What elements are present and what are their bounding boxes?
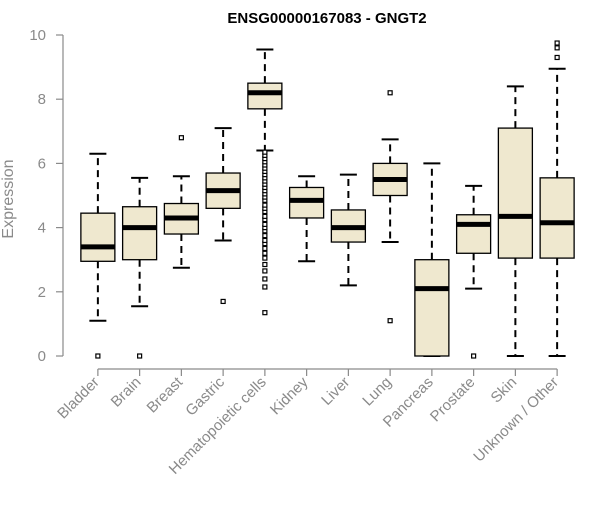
outlier-point [262, 202, 268, 208]
outlier-point [262, 284, 268, 290]
y-tick-label: 4 [38, 220, 46, 237]
box-group [497, 85, 534, 357]
outlier-point [262, 245, 268, 252]
box-group [455, 184, 492, 359]
outlier-point [554, 54, 560, 61]
x-tick-label: Lung [359, 374, 395, 410]
box-group [205, 127, 241, 305]
outlier-point [262, 268, 268, 274]
outlier-point [471, 353, 477, 359]
x-tick-label: Liver [318, 374, 353, 409]
chart-title: ENSG00000167083 - GNGT2 [227, 10, 426, 27]
outlier-point [262, 221, 268, 227]
y-tick-label: 8 [38, 91, 46, 108]
x-tick-label: Prostate [427, 374, 479, 426]
iqr-box [121, 206, 158, 261]
iqr-box [80, 212, 116, 262]
outlier-point [262, 310, 268, 316]
box-group [372, 90, 408, 324]
outlier-point [262, 276, 268, 282]
iqr-box [455, 214, 492, 254]
outlier-point [262, 213, 268, 219]
box-group [330, 173, 367, 287]
x-tick-label: Bladder [54, 374, 103, 423]
outlier-point [387, 90, 393, 96]
box-group [121, 176, 158, 359]
box-group [247, 48, 283, 316]
x-tick-label: Kidney [267, 373, 312, 418]
box-group [80, 152, 116, 359]
box-group [539, 40, 575, 357]
outlier-point [137, 353, 143, 359]
x-tick-label: Breast [144, 373, 187, 416]
y-tick-label: 10 [29, 27, 46, 44]
outlier-point [262, 250, 268, 256]
y-axis: 0 2 4 6 8 10 [29, 27, 64, 365]
outlier-point [554, 45, 560, 51]
outlier-point [387, 318, 393, 324]
outlier-point [262, 237, 268, 244]
outlier-point [95, 353, 101, 359]
box-group [163, 135, 200, 269]
outlier-point [262, 261, 268, 268]
box-group [414, 162, 450, 357]
y-axis-label: Expression [0, 159, 17, 238]
iqr-box [497, 127, 534, 259]
y-tick-label: 2 [38, 284, 46, 301]
outlier-point [262, 149, 268, 155]
y-tick-label: 0 [38, 348, 46, 365]
y-tick-label: 6 [38, 155, 46, 172]
x-tick-label: Skin [488, 374, 521, 407]
outlier-point [178, 135, 184, 141]
x-tick-label: Brain [108, 374, 145, 411]
iqr-box [414, 259, 450, 357]
outlier-point [554, 40, 560, 46]
outlier-point [220, 298, 226, 305]
iqr-box [539, 177, 575, 259]
boxplot-series [80, 40, 575, 359]
box-group [288, 175, 325, 263]
outlier-point [262, 233, 268, 239]
iqr-box [247, 82, 283, 110]
outlier-point [262, 255, 268, 261]
